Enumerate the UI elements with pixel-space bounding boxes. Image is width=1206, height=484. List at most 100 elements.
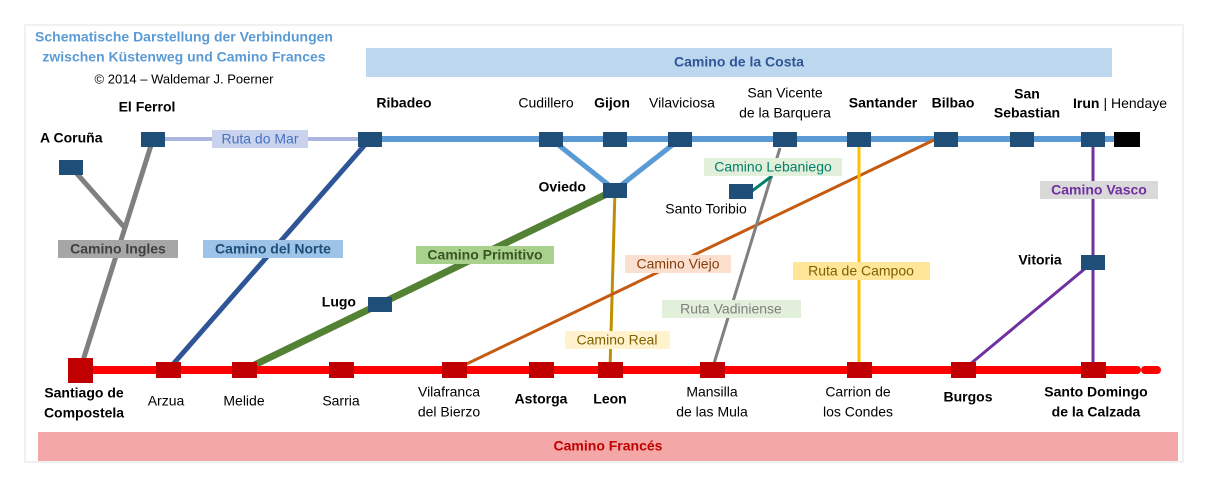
station-label: Ribadeo [376, 95, 431, 111]
station [1114, 132, 1140, 147]
station-label: San [1014, 86, 1040, 102]
route-label-box [58, 240, 178, 258]
station-label: Santiago de [44, 385, 124, 401]
station [773, 132, 797, 147]
station-label: Melide [223, 393, 264, 409]
station [442, 362, 467, 378]
station [141, 132, 165, 147]
station [1010, 132, 1034, 147]
route-label-box [212, 130, 308, 148]
station [68, 358, 93, 383]
station-label: Arzua [148, 393, 185, 409]
station-label: El Ferrol [119, 99, 176, 115]
route-labels: Ruta do Mar Camino Ingles Camino del Nor… [58, 130, 1158, 349]
station [847, 362, 872, 378]
route-line [613, 137, 682, 192]
station [368, 297, 392, 312]
route-line [453, 137, 937, 372]
station-label: Lugo [322, 294, 356, 310]
route-label: Camino Real [577, 332, 658, 348]
route-line [751, 174, 773, 193]
route-label: Camino Ingles [70, 241, 166, 257]
station-label: Santo Toribio [665, 201, 747, 217]
station-label: Sebastian [994, 105, 1060, 121]
station-label: Leon [593, 391, 626, 407]
station [59, 160, 83, 175]
banner [366, 48, 1112, 77]
station-label: de la Barquera [739, 105, 831, 121]
station-label: Santander [849, 95, 918, 111]
route-line [549, 137, 617, 192]
station [700, 362, 725, 378]
station [232, 362, 257, 378]
station-label: San Vicente [747, 85, 822, 101]
route-label: Camino Vasco [1051, 182, 1147, 198]
route-line [962, 260, 1094, 372]
route-label-box [662, 300, 801, 318]
station-label: Sarria [322, 393, 360, 409]
route-label-box [565, 331, 670, 349]
station-label: de la Calzada [1052, 404, 1141, 420]
route-label: Ruta do Mar [221, 131, 298, 147]
station [1081, 132, 1105, 147]
route-label: Ruta de Campoo [808, 263, 914, 279]
station [603, 183, 627, 198]
route-line [69, 165, 127, 230]
stations [59, 132, 1140, 383]
banner [38, 432, 1178, 461]
title: zwischen Küstenweg und Camino Frances [42, 49, 325, 65]
route-label: Camino Viejo [636, 256, 719, 272]
station [156, 362, 181, 378]
route-label-box [625, 255, 731, 273]
station-label-part: | Hendaye [1103, 95, 1167, 111]
station-label: Vitoria [1018, 252, 1062, 268]
station [598, 362, 623, 378]
station-label: Astorga [515, 391, 568, 407]
route-label: Camino del Norte [215, 241, 331, 257]
station-label: Carrion de [825, 384, 891, 400]
station-label: de las Mula [676, 404, 748, 420]
route-label-box [416, 246, 554, 264]
route-label: Camino Primitivo [427, 247, 542, 263]
station [529, 362, 554, 378]
title: Schematische Darstellung der Verbindunge… [35, 29, 333, 45]
station [358, 132, 382, 147]
route-label-box [203, 240, 343, 258]
station-labels: A Coruña El Ferrol Ribadeo Cudillero Gij… [40, 85, 1167, 421]
route-label-box [1040, 181, 1158, 199]
station [1081, 362, 1106, 378]
station-label: Vilaviciosa [649, 95, 715, 111]
station [329, 362, 354, 378]
station-label: Oviedo [539, 179, 586, 195]
station-label: Cudillero [518, 95, 573, 111]
route-label: Ruta Vadiniense [680, 301, 782, 317]
station-label: A Coruña [40, 130, 103, 146]
station [539, 132, 563, 147]
route-line [710, 147, 782, 371]
routes [69, 136, 1166, 374]
station [934, 132, 958, 147]
station [1081, 255, 1105, 270]
station-label-part: Irun [1073, 95, 1099, 111]
banner-label: Camino de la Costa [674, 54, 804, 70]
station-label: Irun | Hendaye [1073, 95, 1167, 111]
station [729, 184, 753, 199]
station [603, 132, 627, 147]
route-label-box [704, 158, 842, 176]
station-label: del Bierzo [418, 404, 480, 420]
station-label: Mansilla [686, 384, 738, 400]
station-label: los Condes [823, 404, 893, 420]
station-label: Santo Domingo [1044, 384, 1147, 400]
station-label: Bilbao [932, 95, 975, 111]
station-label: Compostela [44, 405, 124, 421]
banner-label: Camino Francés [554, 438, 663, 454]
station [847, 132, 871, 147]
station-label: Gijon [594, 95, 630, 111]
station-label: Burgos [944, 389, 993, 405]
route-label: Camino Lebaniego [714, 159, 832, 175]
copyright: © 2014 – Waldemar J. Poerner [95, 71, 275, 86]
station [951, 362, 976, 378]
route-label-box [793, 262, 930, 280]
station-label: Vilafranca [418, 384, 480, 400]
route-line [242, 186, 617, 374]
